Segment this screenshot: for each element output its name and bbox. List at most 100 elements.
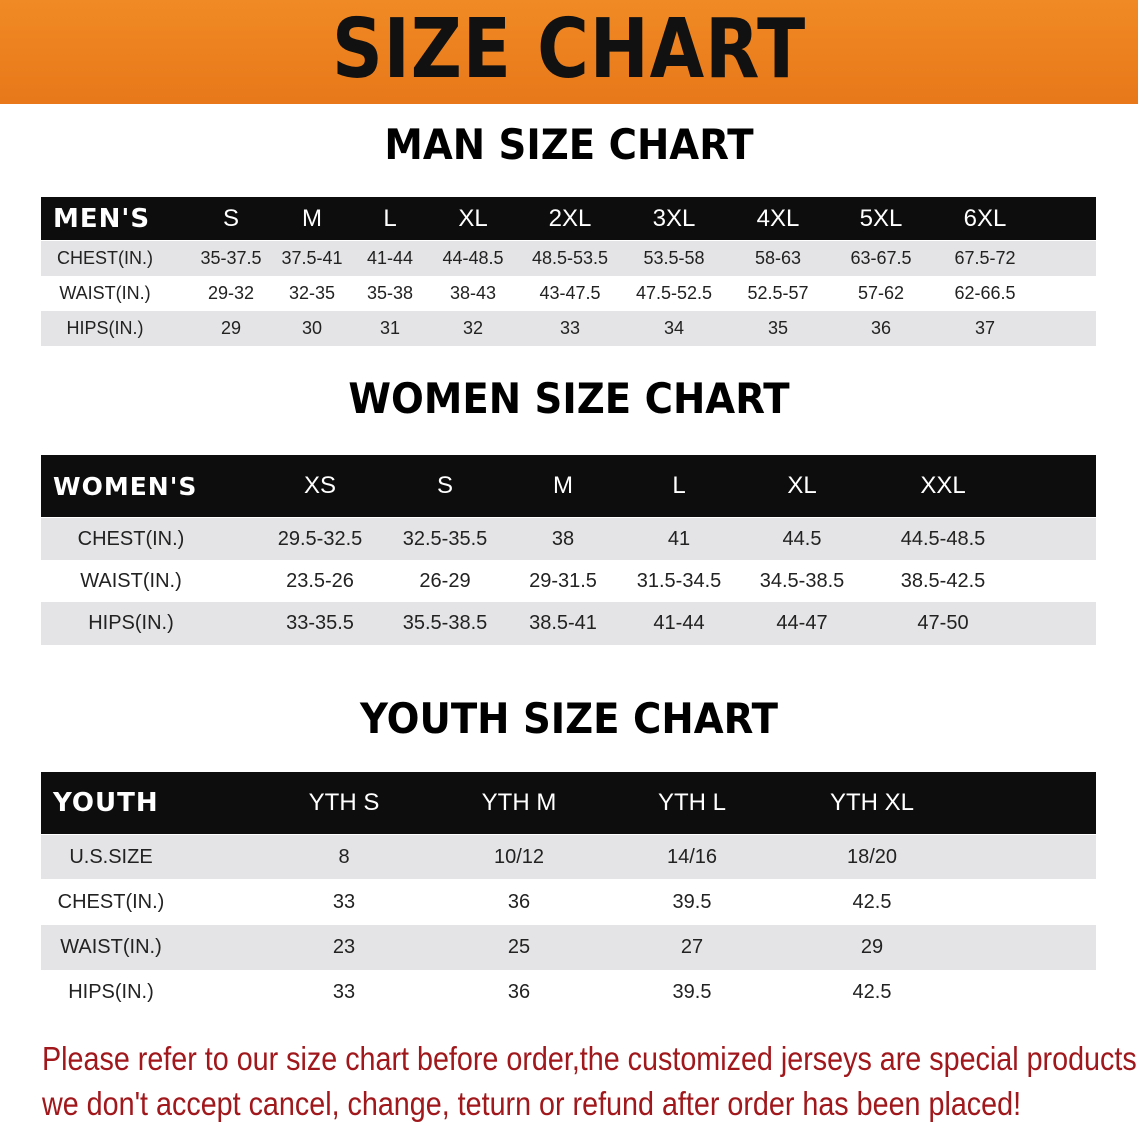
measurement-value: 23 — [332, 936, 356, 958]
measurement-value: 36 — [507, 890, 531, 913]
measurement-value: 38 — [551, 527, 575, 550]
size-column-header: 6XL — [963, 204, 1007, 232]
table-row: HIPS(IN.) 33 36 39.5 42.5 — [41, 970, 1096, 1015]
measurement-value: 32-35 — [288, 283, 336, 303]
measurement-label: U.S.SIZE — [69, 845, 153, 868]
measurement-value: 44-47 — [776, 612, 828, 634]
measurement-value: 44-48.5 — [442, 248, 504, 268]
table-row: U.S.SIZE 8 10/12 14/16 18/20 — [41, 835, 1096, 879]
men-header-row: MEN'S S M L XL 2XL 3XL 4XL 5XL 6XL — [41, 197, 1096, 240]
measurement-value: 26-29 — [419, 569, 471, 592]
measurement-value: 33 — [332, 890, 356, 913]
measurement-value: 38.5-41 — [529, 612, 597, 634]
measurement-value: 58-63 — [754, 248, 802, 268]
measurement-value: 37 — [974, 318, 996, 338]
table-row: WAIST(IN.) 23.5-26 26-29 29-31.5 31.5-34.5 34… — [41, 560, 1096, 602]
measurement-value: 41-44 — [366, 248, 414, 268]
measurement-value: 35.5-38.5 — [402, 612, 488, 634]
order-notice: Please refer to our size chart before or… — [42, 1036, 1138, 1126]
size-column-header: 5XL — [859, 204, 903, 232]
measurement-label: HIPS(IN.) — [88, 612, 174, 634]
measurement-value: 62-66.5 — [954, 283, 1016, 303]
size-column-header: 3XL — [652, 204, 696, 232]
table-row: CHEST(IN.) 35-37.5 37.5-41 41-44 44-48.5 48.5… — [41, 241, 1096, 276]
size-column-header: S — [436, 472, 454, 499]
measurement-value: 33 — [559, 318, 581, 338]
men-header-label: MEN'S — [53, 203, 151, 234]
size-column-header: YTH L — [657, 789, 727, 816]
measurement-value: 14/16 — [666, 845, 718, 868]
measurement-label: WAIST(IN.) — [80, 569, 182, 592]
measurement-value: 39.5 — [672, 981, 712, 1003]
measurement-value: 39.5 — [672, 890, 712, 913]
banner-title: SIZE CHART — [331, 2, 807, 97]
measurement-label: WAIST(IN.) — [59, 283, 151, 303]
table-row: CHEST(IN.) 29.5-32.5 32.5-35.5 38 41 44.5 44.5… — [41, 518, 1096, 560]
size-column-header: 4XL — [756, 204, 800, 232]
measurement-value: 41 — [667, 527, 691, 550]
measurement-value: 27 — [680, 936, 704, 958]
measurement-value: 48.5-53.5 — [531, 248, 609, 268]
measurement-value: 33 — [332, 981, 356, 1003]
measurement-value: 29 — [220, 318, 242, 338]
size-column-header: 2XL — [548, 204, 592, 232]
measurement-value: 53.5-58 — [643, 248, 705, 268]
youth-section-title: YOUTH SIZE CHART — [359, 694, 779, 743]
measurement-value: 30 — [301, 318, 323, 338]
table-row: CHEST(IN.) 33 36 39.5 42.5 — [41, 879, 1096, 925]
size-column-header: XS — [303, 472, 337, 499]
table-row: WAIST(IN.) 23 25 27 29 — [41, 925, 1096, 970]
youth-header-label: YOUTH — [53, 788, 159, 818]
measurement-value: 29 — [860, 936, 884, 958]
size-column-header: XL — [458, 204, 488, 232]
measurement-label: HIPS(IN.) — [68, 981, 154, 1003]
women-header-label: WOMEN'S — [53, 471, 198, 501]
size-column-header: L — [383, 204, 397, 232]
size-column-header: XXL — [920, 472, 966, 499]
measurement-value: 35-38 — [366, 283, 414, 303]
table-row: HIPS(IN.) 29 30 31 32 33 34 35 36 37 — [41, 311, 1096, 346]
measurement-value: 47-50 — [917, 612, 969, 634]
women-section-title: WOMEN SIZE CHART — [348, 374, 790, 423]
measurement-value: 31.5-34.5 — [636, 569, 722, 592]
measurement-value: 35 — [767, 318, 789, 338]
measurement-value: 8 — [338, 845, 350, 868]
size-column-header: YTH S — [308, 789, 380, 816]
measurement-value: 37.5-41 — [281, 248, 343, 268]
measurement-value: 43-47.5 — [539, 283, 601, 303]
measurement-value: 25 — [507, 936, 531, 958]
measurement-value: 36 — [507, 981, 531, 1003]
notice-line-1: Please refer to our size chart before or… — [42, 1040, 1138, 1077]
table-row: WAIST(IN.) 29-32 32-35 35-38 38-43 43-47.5 47.… — [41, 276, 1096, 311]
measurement-value: 10/12 — [493, 845, 545, 868]
measurement-value: 29.5-32.5 — [277, 527, 363, 550]
size-column-header: S — [222, 204, 240, 232]
measurement-label: CHEST(IN.) — [77, 527, 185, 550]
size-column-header: XL — [787, 472, 817, 499]
measurement-label: CHEST(IN.) — [57, 890, 165, 913]
measurement-label: HIPS(IN.) — [66, 318, 144, 338]
measurement-value: 31 — [379, 318, 401, 338]
measurement-value: 23.5-26 — [286, 569, 354, 592]
measurement-value: 44.5 — [782, 527, 822, 550]
measurement-value: 42.5 — [852, 890, 892, 913]
measurement-label: CHEST(IN.) — [57, 248, 153, 268]
measurement-value: 44.5-48.5 — [900, 527, 986, 550]
measurement-value: 32 — [462, 318, 484, 338]
measurement-value: 42.5 — [852, 981, 892, 1003]
youth-header-row: YOUTH YTH S YTH M YTH L YTH XL — [41, 772, 1096, 834]
table-row: HIPS(IN.) 33-35.5 35.5-38.5 38.5-41 41-44 44-… — [41, 602, 1096, 645]
size-column-header: L — [672, 472, 686, 499]
measurement-value: 34 — [663, 318, 685, 338]
measurement-value: 33-35.5 — [286, 612, 354, 634]
measurement-value: 32.5-35.5 — [402, 527, 488, 550]
size-column-header: YTH XL — [829, 789, 915, 816]
measurement-value: 57-62 — [857, 283, 905, 303]
measurement-value: 36 — [870, 318, 892, 338]
women-header-row: WOMEN'S XS S M L XL XXL — [41, 455, 1096, 517]
measurement-value: 29-32 — [207, 283, 255, 303]
measurement-value: 38.5-42.5 — [900, 569, 986, 592]
measurement-label: WAIST(IN.) — [60, 936, 162, 958]
measurement-value: 34.5-38.5 — [759, 569, 845, 592]
measurement-value: 47.5-52.5 — [635, 283, 713, 303]
